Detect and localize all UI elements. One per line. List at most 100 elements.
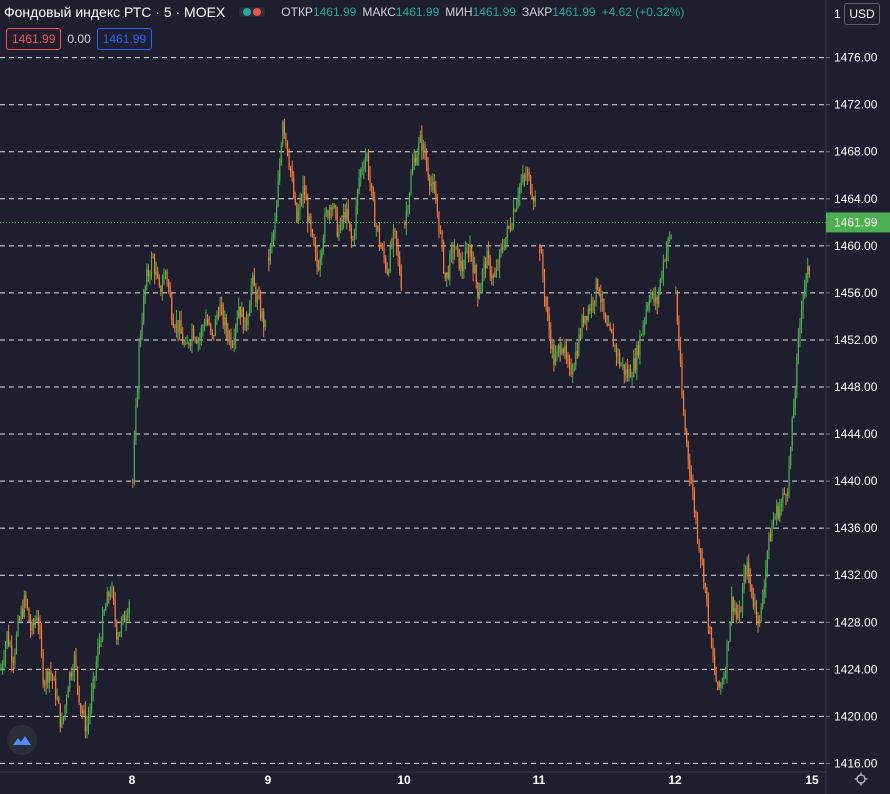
candle-body <box>285 133 287 142</box>
candle-body <box>67 687 69 698</box>
candle-body <box>192 328 195 338</box>
candle-body <box>231 345 234 347</box>
eye-icon[interactable] <box>239 7 266 17</box>
candle-body <box>467 250 470 257</box>
candle-body <box>523 175 525 177</box>
candle-body <box>413 157 415 164</box>
candle-body <box>717 681 719 683</box>
candle-body <box>274 221 276 233</box>
candle-body <box>606 322 608 326</box>
candle-body <box>253 275 255 287</box>
candle-body <box>698 540 700 550</box>
candle-body <box>427 164 429 178</box>
candle-body <box>647 305 649 310</box>
candle-body <box>252 275 254 286</box>
candle-body <box>191 328 193 344</box>
candle-body <box>222 305 224 325</box>
candle-body <box>175 320 178 329</box>
candle-body <box>286 141 289 155</box>
candle-body <box>302 185 304 201</box>
candle-body <box>589 308 591 312</box>
candle-body <box>707 598 709 628</box>
symbol-title[interactable]: Фондовый индекс РТС · 5 · MOEX <box>4 4 226 20</box>
candle-body <box>245 317 248 326</box>
buy-price-button[interactable]: 1461.99 <box>96 28 153 50</box>
x-tick-label: 9 <box>265 773 272 787</box>
candle-body <box>461 260 463 272</box>
candle-body <box>564 345 566 353</box>
candle-body <box>542 252 544 277</box>
candle-body <box>659 278 661 292</box>
candle-body <box>686 430 688 443</box>
candle-body <box>421 135 423 151</box>
candle-body <box>4 643 7 660</box>
candle-body <box>762 597 764 607</box>
candle-body <box>639 335 641 356</box>
candle-body <box>149 274 151 276</box>
candle-body <box>723 676 725 683</box>
candle-body <box>539 245 541 253</box>
price-axis[interactable]: 1416.00 1420.00 1424.00 1428.00 1432.00 1436.… <box>826 7 878 770</box>
time-axis[interactable]: 8 9 10 11 12 15 <box>129 773 819 787</box>
candle-body <box>199 337 201 341</box>
candle-body <box>18 619 21 621</box>
candle-body <box>548 314 550 331</box>
candle-body <box>138 344 140 390</box>
candle-body <box>180 320 182 334</box>
candle-body <box>766 550 768 568</box>
candle-body <box>772 519 775 527</box>
candle-body <box>446 272 448 278</box>
sell-price-button[interactable]: 1461.99 <box>6 28 62 50</box>
candle-body <box>808 266 810 274</box>
candle-body <box>578 334 580 356</box>
candle-body <box>435 191 437 204</box>
candle-body <box>363 167 365 170</box>
candle-body <box>769 534 772 542</box>
candle-body <box>374 200 376 227</box>
candle-body <box>139 333 142 345</box>
candle-body <box>540 252 542 254</box>
candle-body <box>91 692 93 709</box>
candle-body <box>676 292 678 322</box>
candle-body <box>239 306 241 318</box>
candle-body <box>168 281 170 288</box>
candle-body <box>196 339 198 344</box>
candle-body <box>364 156 367 168</box>
candle-body <box>216 315 218 320</box>
candle-body <box>112 587 115 602</box>
candle-body <box>665 250 668 262</box>
candle-body <box>785 494 787 497</box>
candle-body <box>358 177 360 190</box>
gear-icon[interactable] <box>854 772 868 786</box>
candle-body <box>78 686 80 704</box>
candle-body <box>380 245 382 249</box>
candle-body <box>338 231 340 237</box>
candle-body <box>432 182 434 185</box>
candle-body <box>40 630 43 653</box>
candle-body <box>56 697 58 699</box>
candle-body <box>505 237 507 249</box>
candle-body <box>188 342 190 346</box>
candle-body <box>650 295 652 301</box>
candle-body <box>741 589 744 612</box>
candle-body <box>550 330 552 350</box>
candle-body <box>264 319 266 328</box>
candle-body <box>799 324 801 338</box>
candle-body <box>347 208 349 222</box>
y-tick-label: 1436.00 <box>834 521 878 535</box>
candle-body <box>255 286 257 302</box>
candle-body <box>754 601 756 606</box>
candle-body <box>713 656 716 671</box>
candle-body <box>211 330 213 336</box>
candle-body <box>154 257 156 275</box>
currency-button[interactable]: USD <box>844 3 880 25</box>
tradingview-logo-icon[interactable] <box>7 725 37 755</box>
candle-body <box>271 237 273 245</box>
candle-body <box>712 646 714 657</box>
candle-body <box>311 229 314 236</box>
candle-body <box>75 654 77 668</box>
candle-body <box>475 265 477 283</box>
candle-body <box>26 600 29 609</box>
candle-body <box>484 261 487 269</box>
